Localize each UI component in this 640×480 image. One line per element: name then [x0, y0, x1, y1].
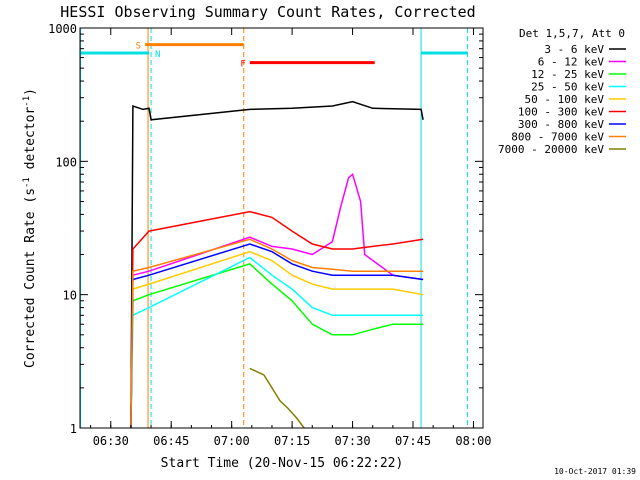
plot-frame: [79, 27, 484, 429]
y-axis-label: Corrected Count Rate (s-1 detector-1): [22, 88, 38, 368]
legend-label-3-6-kev: 3 - 6 keV: [544, 43, 604, 56]
legend-label-7000-20000-kev: 7000 - 20000 keV: [498, 143, 604, 156]
axes: 06:30 06:45 07:00 07:15 07:30 07:45 08:00 1 10 10…: [48, 22, 491, 448]
x-tick-label: 07:15: [274, 434, 310, 448]
series-50-100-kev: [130, 250, 424, 429]
series-12-25-kev: [130, 263, 424, 429]
series-300-800-kev: [130, 243, 424, 429]
y-tick-label: 1000: [48, 22, 77, 36]
series-800-7000-kev: [130, 238, 424, 429]
legend-label-800-7000-kev: 800 - 7000 keV: [511, 131, 604, 144]
y-tick-label: 10: [63, 289, 77, 303]
legend-label-100-300-kev: 100 - 300 keV: [518, 106, 604, 119]
series-3-6-kev: [130, 100, 424, 429]
flag-label-n: N: [155, 50, 160, 60]
series-25-50-kev: [130, 256, 424, 429]
x-tick-label: 07:00: [214, 434, 250, 448]
series-6-12-kev: [130, 172, 424, 429]
series-7000-20000-kev: [249, 367, 305, 429]
chart-title: HESSI Observing Summary Count Rates, Cor…: [60, 3, 475, 21]
flag-label-s: S: [136, 42, 141, 52]
x-tick-label: 07:30: [334, 434, 370, 448]
y-tick-label: 100: [55, 155, 77, 169]
legend-label-6-12-kev: 6 - 12 keV: [538, 56, 605, 69]
legend-label-50-100-kev: 50 - 100 keV: [525, 93, 605, 106]
legend-label-25-50-kev: 25 - 50 keV: [531, 81, 604, 94]
x-tick-label: 08:00: [455, 434, 491, 448]
x-axis-label: Start Time (20-Nov-15 06:22:22): [161, 456, 404, 471]
x-tick-label: 07:45: [395, 434, 431, 448]
series-100-300-kev: [130, 210, 424, 429]
legend-header: Det 1,5,7, Att 0: [519, 27, 625, 40]
flag-label-f: F: [240, 60, 245, 70]
timestamp: 10-Oct-2017 01:39: [554, 467, 636, 476]
legend-label-300-800-kev: 300 - 800 keV: [518, 118, 604, 131]
y-tick-label: 1: [70, 422, 77, 436]
x-tick-label: 06:45: [153, 434, 189, 448]
plot-data: S N F: [80, 28, 468, 429]
legend-label-12-25-kev: 12 - 25 keV: [531, 68, 604, 81]
x-tick-label: 06:30: [93, 434, 129, 448]
